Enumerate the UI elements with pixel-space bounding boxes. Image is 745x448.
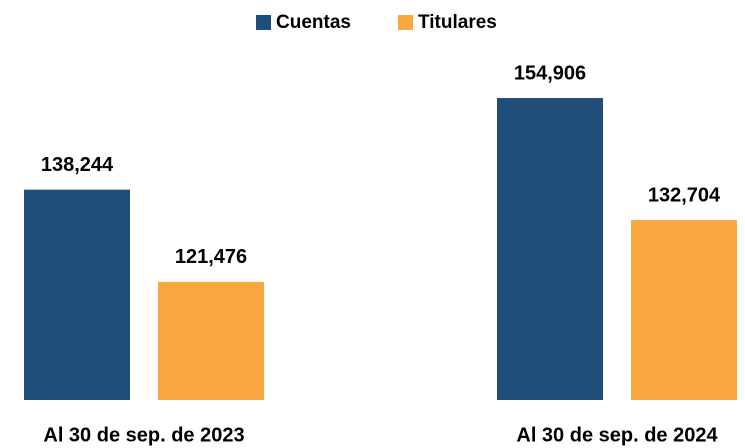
value-label: 121,476 — [175, 246, 247, 268]
value-label: 132,704 — [648, 184, 721, 206]
bar — [158, 281, 264, 400]
value-label: 154,906 — [514, 62, 586, 84]
value-label: 138,244 — [41, 154, 114, 176]
legend-swatch — [398, 15, 413, 30]
bar — [631, 220, 737, 400]
legend-label: Titulares — [418, 12, 497, 33]
x-tick-label: Al 30 de sep. de 2024 — [516, 424, 718, 446]
bar — [497, 98, 603, 400]
x-tick-label: Al 30 de sep. de 2023 — [43, 424, 244, 446]
legend-swatch — [256, 15, 271, 30]
bar — [24, 189, 130, 400]
legend-label: Cuentas — [276, 12, 351, 33]
